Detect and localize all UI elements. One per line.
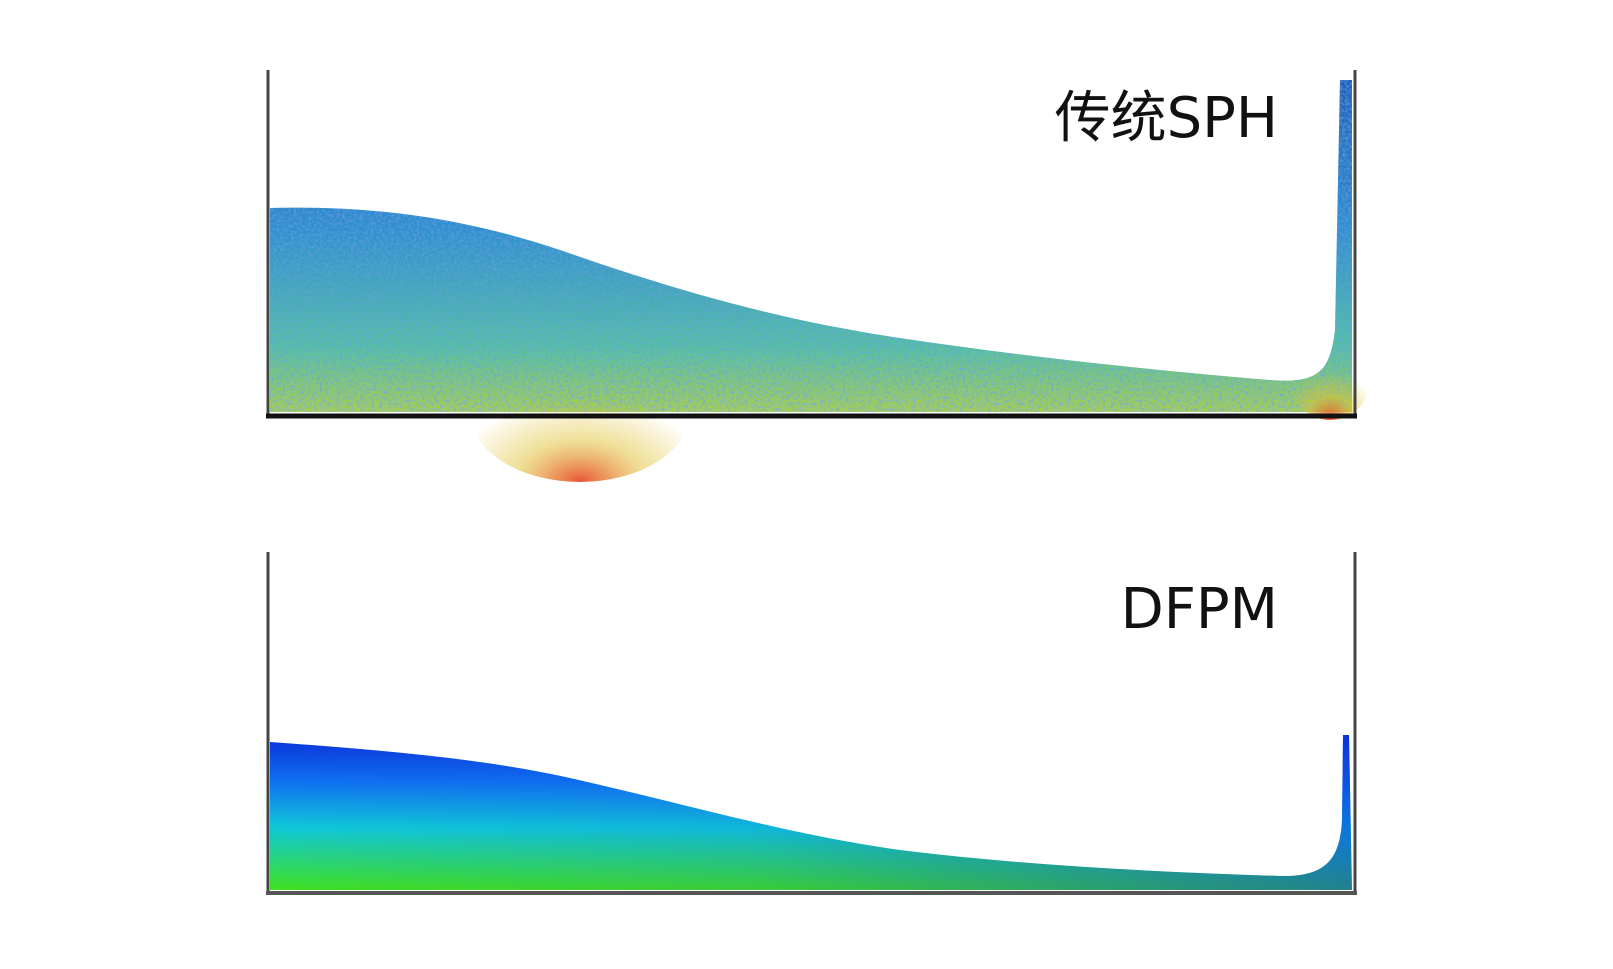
hot-zone (470, 342, 690, 482)
panel-label: DFPM (1121, 577, 1278, 642)
fluid-surface (270, 735, 1352, 890)
panel-dfpm: DFPM (266, 552, 1357, 895)
panel-label: 传统SPH (1055, 86, 1278, 151)
hot-zone (1290, 340, 1370, 420)
fluid (270, 80, 1352, 412)
panel-sph: 传统SPH (266, 70, 1370, 482)
